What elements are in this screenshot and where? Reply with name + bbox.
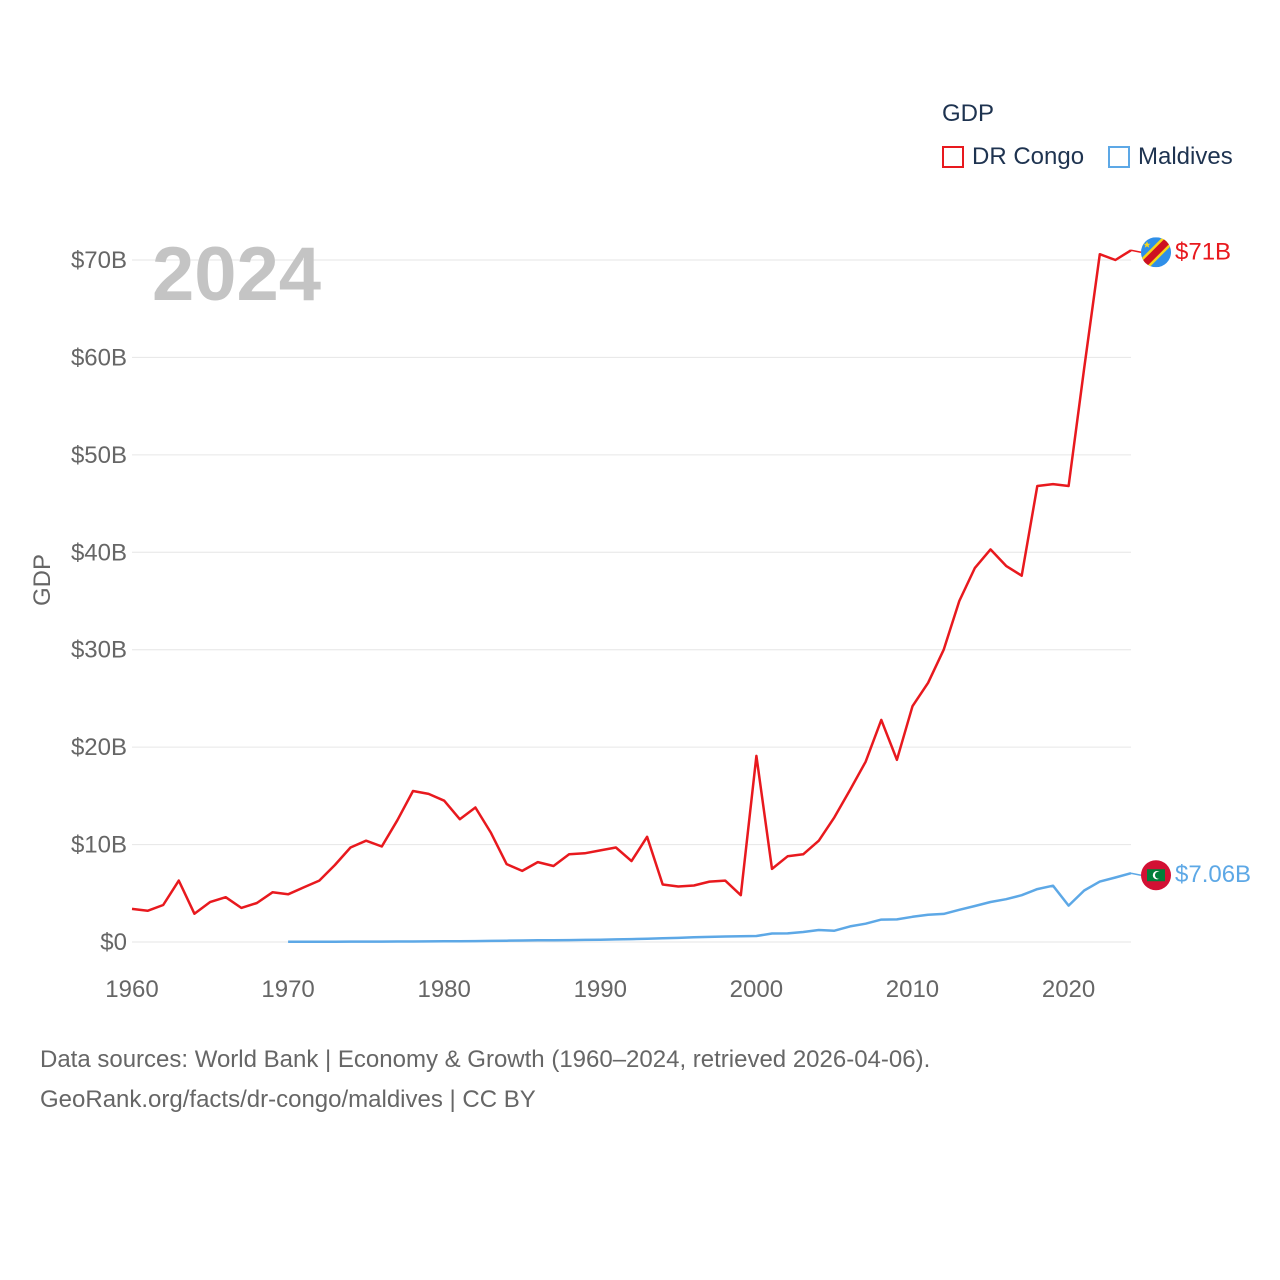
dr-congo-flag-icon bbox=[1141, 237, 1171, 268]
x-tick-label: 2000 bbox=[730, 976, 783, 1003]
gdp-line-chart: $0$10B$20B$30B$40B$50B$60B$70B 1960 1970 1… bbox=[29, 232, 1251, 1003]
grid-layer bbox=[132, 259, 1131, 943]
end-connector bbox=[1130, 872, 1142, 876]
legend-title: GDP bbox=[942, 100, 995, 127]
source-line-2: GeoRank.org/facts/dr-congo/maldives | CC… bbox=[40, 1086, 536, 1113]
source-line-1: Data sources: World Bank | Economy & Gro… bbox=[40, 1046, 931, 1073]
x-tick-label: 1990 bbox=[574, 976, 627, 1003]
x-tick-label: 1970 bbox=[261, 976, 314, 1003]
y-tick-label: $70B bbox=[71, 247, 127, 274]
end-value-label-maldives: $7.06B bbox=[1175, 861, 1251, 888]
y-tick-label: $10B bbox=[71, 832, 127, 859]
y-tick-label: $20B bbox=[71, 734, 127, 761]
series-line-dr-congo bbox=[131, 249, 1132, 915]
y-tick-label: $60B bbox=[71, 344, 127, 371]
x-tick-label: 2020 bbox=[1042, 976, 1095, 1003]
x-tick-label: 2010 bbox=[886, 976, 939, 1003]
y-axis-title: GDP bbox=[29, 554, 56, 606]
end-value-label-dr-congo: $71B bbox=[1175, 238, 1231, 265]
y-tick-label: $50B bbox=[71, 442, 127, 469]
y-tick-label: $30B bbox=[71, 637, 127, 664]
series-layer: $71B $7.06B bbox=[131, 237, 1251, 944]
legend-swatch-maldives bbox=[1108, 146, 1130, 168]
end-connector bbox=[1130, 249, 1142, 253]
legend-label-maldives: Maldives bbox=[1138, 143, 1233, 170]
x-tick-labels: 1960 1970 1980 1990 2000 2010 2020 bbox=[105, 976, 1095, 1003]
y-tick-label: $0 bbox=[100, 929, 127, 956]
year-watermark: 2024 bbox=[152, 232, 321, 317]
y-tick-label: $40B bbox=[71, 539, 127, 566]
legend-item-maldives[interactable]: Maldives bbox=[1108, 142, 1233, 172]
legend-item-dr-congo[interactable]: DR Congo bbox=[942, 142, 1084, 172]
y-tick-labels: $0 $10B $20B $30B $40B $50B $60B $70B bbox=[71, 247, 127, 956]
legend-swatch-dr-congo bbox=[942, 146, 964, 168]
series-line-maldives bbox=[288, 871, 1132, 944]
legend-label-dr-congo: DR Congo bbox=[972, 143, 1085, 170]
x-tick-label: 1960 bbox=[105, 976, 158, 1003]
maldives-flag-icon bbox=[1141, 860, 1171, 891]
x-tick-label: 1980 bbox=[417, 976, 470, 1003]
